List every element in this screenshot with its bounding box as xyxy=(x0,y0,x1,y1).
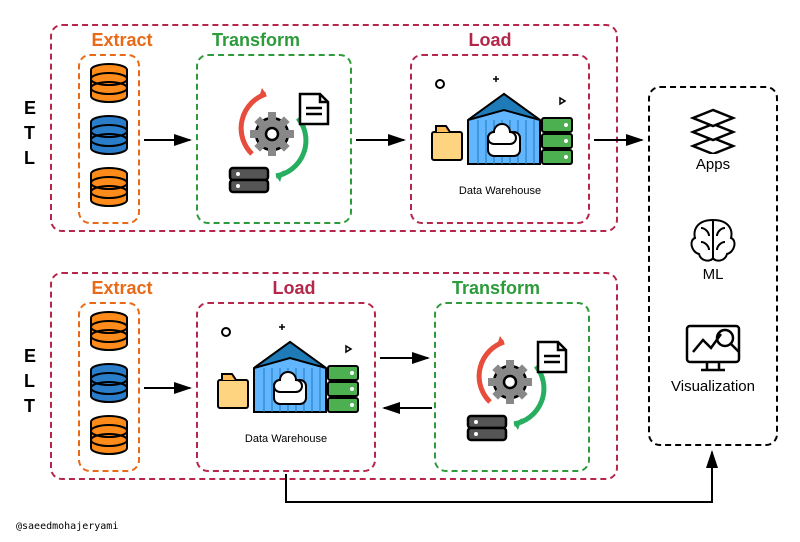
elt-extract-title: Extract xyxy=(62,278,182,299)
watermark: @saeedmohajeryami xyxy=(16,521,118,532)
viz-label: Visualization xyxy=(650,378,776,395)
db-stack-etl xyxy=(84,62,134,216)
arrow-etl-transform-load xyxy=(354,130,410,150)
etl-transform-title: Transform xyxy=(196,30,316,51)
arrow-elt-load-output xyxy=(284,446,744,516)
arrow-elt-load-transform xyxy=(378,348,434,368)
warehouse-icon-elt: Data Warehouse xyxy=(210,318,362,445)
arrow-etl-load-output xyxy=(592,130,648,150)
elt-label: E L T xyxy=(24,344,37,420)
etl-extract-title: Extract xyxy=(62,30,182,51)
arrow-elt-transform-load xyxy=(378,398,434,418)
etl-label: E T L xyxy=(24,96,37,172)
db-stack-elt xyxy=(84,310,134,464)
arrow-etl-extract-transform xyxy=(142,130,196,150)
warehouse-icon-etl: Data Warehouse xyxy=(424,70,576,197)
output-viz: Visualization xyxy=(650,320,776,395)
output-apps: Apps xyxy=(660,104,766,173)
arrow-elt-extract-load xyxy=(142,378,196,398)
transform-icon-elt xyxy=(452,324,572,444)
ml-label: ML xyxy=(660,266,766,283)
warehouse-caption-etl: Data Warehouse xyxy=(424,185,576,197)
etl-load-title: Load xyxy=(430,30,550,51)
elt-transform-title: Transform xyxy=(436,278,556,299)
apps-label: Apps xyxy=(660,156,766,173)
output-ml: ML xyxy=(660,214,766,283)
warehouse-caption-elt: Data Warehouse xyxy=(210,433,362,445)
transform-icon-etl xyxy=(214,76,334,196)
elt-load-title: Load xyxy=(234,278,354,299)
